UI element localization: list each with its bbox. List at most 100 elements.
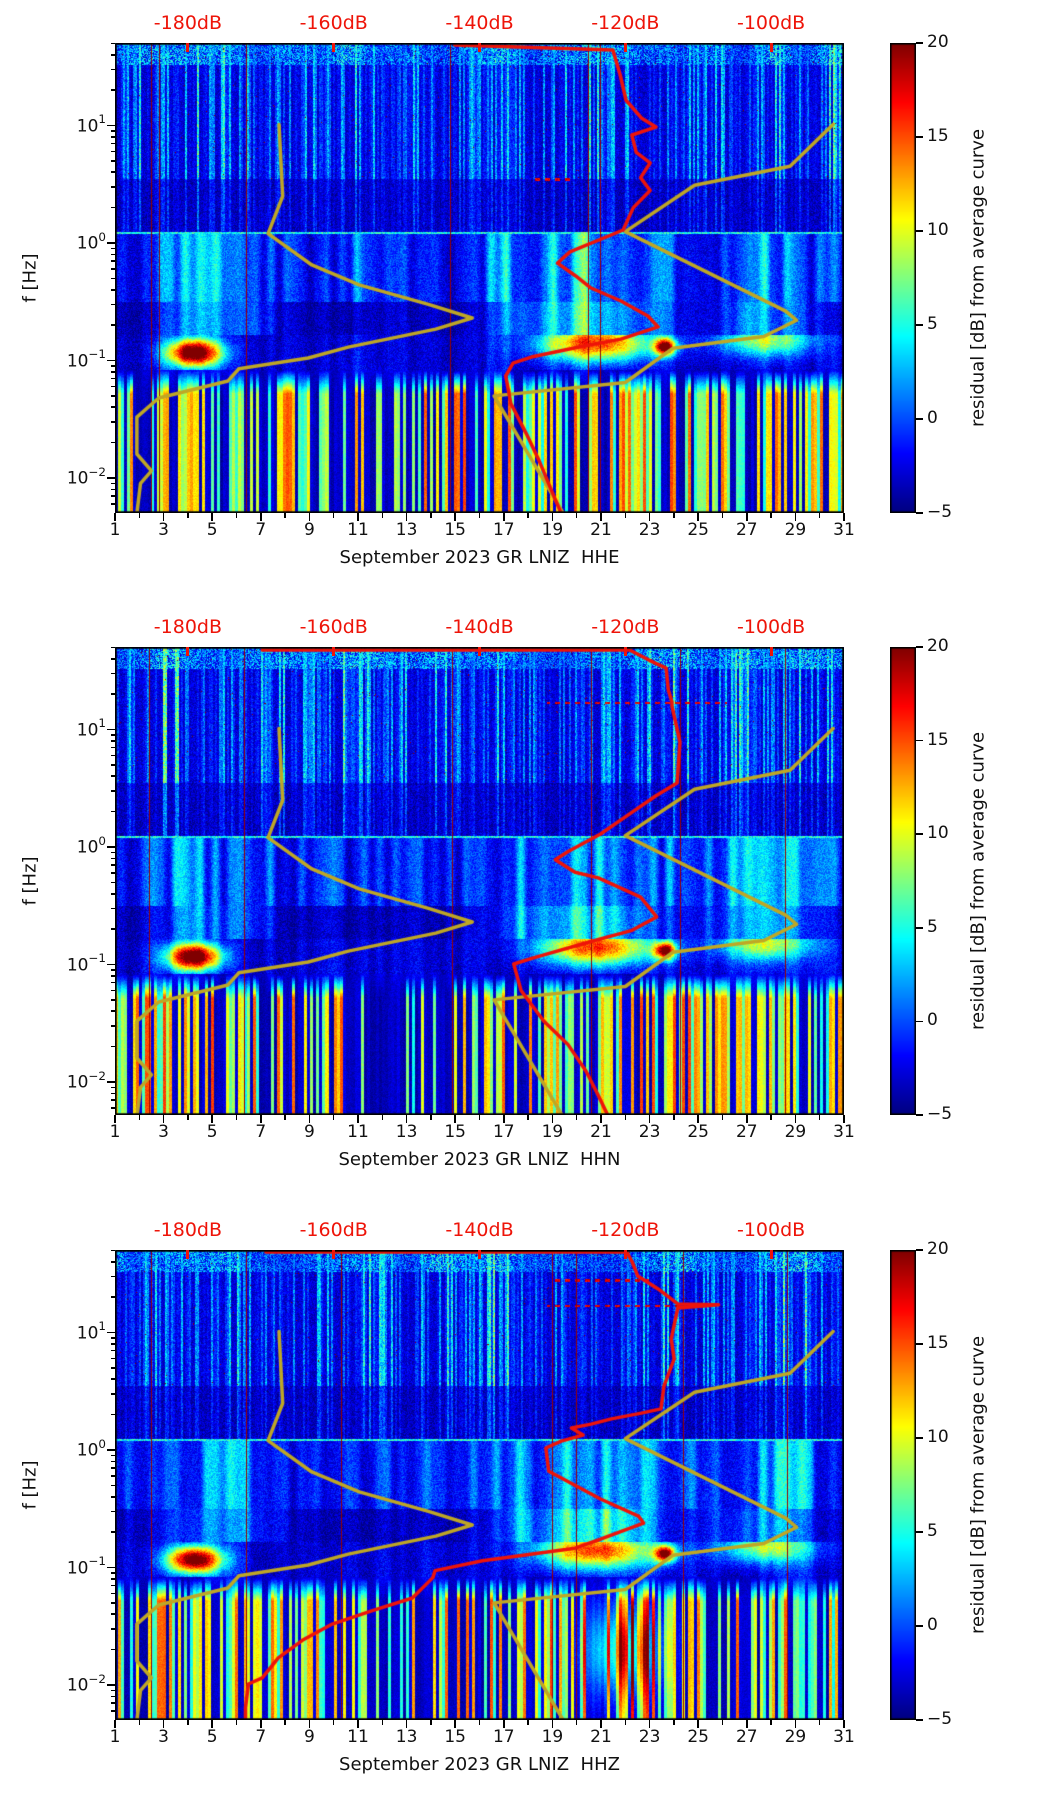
x-tick [478, 1115, 481, 1120]
top-db-label: -120dB [591, 1219, 660, 1241]
x-tick [138, 1115, 141, 1120]
x-tick [332, 1720, 335, 1725]
y-tick-exponent: −1 [88, 347, 106, 362]
x-tick [454, 513, 456, 521]
y-tick [110, 981, 115, 984]
y-tick [110, 324, 115, 326]
top-db-tick [186, 43, 190, 52]
y-tick-label: 10−1 [48, 951, 106, 976]
y-tick-label: 10−1 [48, 347, 106, 371]
x-tick [746, 1115, 748, 1123]
x-tick-label: 31 [833, 1122, 855, 1142]
x-tick [332, 1115, 335, 1120]
y-tick [110, 892, 115, 895]
colorbar-tick [916, 512, 923, 514]
x-tick-label: 3 [158, 1122, 169, 1142]
y-tick [110, 377, 115, 380]
y-axis-label: f [Hz] [19, 1460, 41, 1510]
y-tick [110, 810, 115, 813]
y-tick [110, 1025, 115, 1027]
x-tick [478, 1720, 481, 1725]
y-tick [110, 1454, 115, 1457]
y-tick [110, 907, 115, 910]
top-db-label: -100dB [736, 616, 806, 638]
spectrogram-canvas-hhn [115, 647, 844, 1115]
y-tick-base: 10 [76, 1440, 99, 1461]
y-tick [110, 136, 115, 138]
y-tick [110, 928, 115, 930]
y-tick [110, 872, 115, 874]
colorbar-tick-label: −5 [927, 1104, 953, 1124]
x-tick [284, 1720, 286, 1725]
x-tick [503, 1720, 505, 1728]
spectrogram-canvas-hhe [115, 43, 844, 513]
x-tick-label: 3 [158, 1727, 169, 1747]
y-tick [110, 421, 115, 423]
x-tick [308, 513, 311, 521]
y-tick-exponent: −1 [88, 951, 106, 966]
top-db-label: -140dB [445, 1219, 514, 1241]
y-tick [110, 1702, 115, 1704]
y-tick [110, 857, 115, 860]
top-db-tick [769, 43, 773, 52]
y-tick [107, 477, 115, 479]
x-tick [843, 1720, 845, 1728]
y-tick-exponent: 0 [98, 833, 106, 848]
x-tick [454, 1115, 456, 1123]
x-tick-label: 5 [206, 520, 218, 540]
x-tick [794, 513, 797, 521]
x-tick-label: 5 [206, 1727, 218, 1747]
y-tick [110, 1531, 115, 1533]
x-tick [648, 1115, 651, 1123]
y-tick-base: 10 [76, 837, 99, 858]
y-tick-label: 100 [48, 230, 106, 254]
x-tick [818, 1720, 821, 1725]
colorbar-tick-label: −5 [927, 1709, 953, 1729]
x-tick-label: 21 [590, 1727, 612, 1747]
x-tick [600, 513, 602, 521]
x-tick-label: 25 [687, 520, 709, 540]
y-tick [110, 999, 115, 1001]
y-tick [110, 1393, 115, 1395]
colorbar-tick [916, 1114, 923, 1116]
y-tick [110, 1367, 115, 1369]
y-tick [110, 1337, 115, 1339]
x-tick [187, 1720, 189, 1725]
y-tick-exponent: 1 [98, 1319, 106, 1334]
x-tick-label: 21 [590, 1122, 612, 1142]
x-tick [624, 1720, 627, 1725]
y-tick-label: 101 [48, 1319, 106, 1343]
y-tick-base: 10 [66, 955, 89, 976]
y-tick [110, 171, 115, 174]
x-tick [721, 513, 724, 518]
x-tick [843, 513, 845, 521]
y-tick [110, 975, 115, 977]
x-tick-label: 7 [255, 520, 267, 540]
x-tick [697, 1115, 699, 1123]
x-tick-label: 23 [638, 1122, 661, 1142]
x-tick [503, 1115, 505, 1123]
x-tick-label: 11 [347, 520, 369, 540]
y-tick [110, 989, 115, 992]
x-tick-label: 1 [109, 1122, 121, 1142]
spectrogram-canvas-hhz [115, 1250, 844, 1720]
x-tick [454, 1720, 456, 1728]
y-tick-exponent: 1 [98, 716, 106, 731]
y-tick [110, 385, 115, 388]
colorbar-tick [916, 1020, 923, 1023]
y-tick [110, 1107, 115, 1109]
x-tick [770, 513, 772, 518]
top-db-tick [186, 1250, 190, 1259]
top-db-label: -180dB [153, 616, 222, 638]
x-tick [138, 513, 141, 518]
x-tick-label: 29 [784, 1727, 807, 1747]
x-tick-label: 17 [492, 1727, 515, 1747]
colorbar-tick-label: 10 [927, 220, 949, 240]
x-tick [405, 1115, 408, 1123]
top-db-label: -180dB [153, 12, 222, 34]
x-tick [746, 513, 748, 521]
y-tick-base: 10 [66, 1072, 89, 1093]
x-tick [794, 1115, 797, 1123]
y-tick-base: 10 [76, 233, 99, 254]
x-tick [818, 513, 821, 518]
